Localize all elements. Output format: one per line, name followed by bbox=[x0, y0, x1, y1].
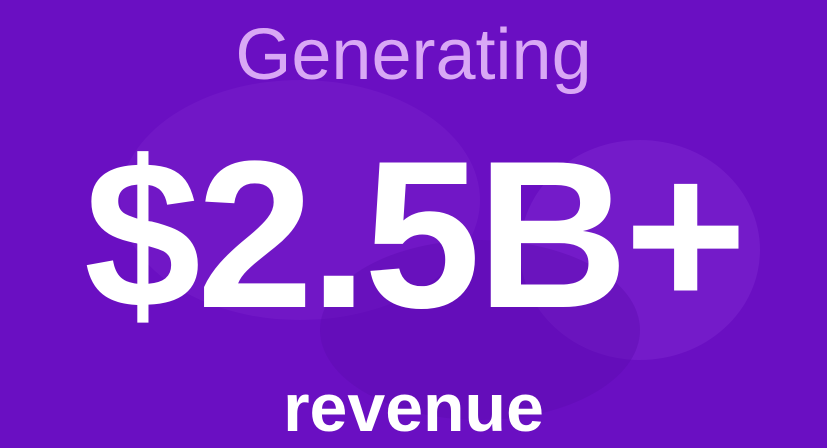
page: {"hero": {"lead": "Generating", "figure"… bbox=[0, 0, 827, 448]
tail-text: revenue bbox=[0, 368, 827, 448]
lead-text: Generating bbox=[0, 10, 827, 100]
hero-panel: Generating $2.5B+ revenue bbox=[0, 0, 827, 448]
headline-figure: $2.5B+ bbox=[0, 100, 827, 370]
